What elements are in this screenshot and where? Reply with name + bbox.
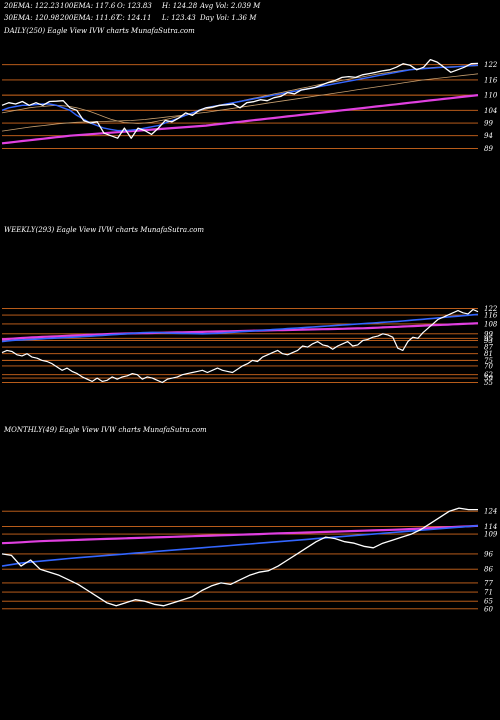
ema30-label: 30EMA: 120.98: [4, 14, 60, 22]
y-tick-label: 95: [484, 335, 493, 343]
y-tick-label: 86: [484, 566, 493, 574]
y-tick-label: 124: [484, 508, 497, 516]
y-tick-label: 116: [484, 76, 498, 84]
y-tick-label: 109: [484, 531, 498, 539]
y-tick-label: 99: [484, 330, 493, 338]
y-tick-label: 122: [484, 61, 498, 69]
y-tick-label: 99: [484, 120, 493, 128]
ema100-label: 100EMA: 117.6: [60, 2, 116, 10]
y-tick-label: 104: [484, 107, 497, 115]
day-vol-label: Day Vol: 1.36 M: [200, 14, 257, 22]
ema-line: [1, 65, 479, 124]
y-tick-label: 65: [484, 598, 493, 606]
y-tick-label: 60: [484, 605, 493, 613]
ema20-label: 20EMA: 122.23: [4, 2, 60, 10]
price-line: [1, 58, 479, 139]
y-tick-label: 96: [484, 550, 493, 558]
ema-line: [1, 524, 479, 567]
price-line: [1, 308, 479, 384]
y-tick-label: 116: [484, 312, 498, 320]
y-tick-label: 75: [484, 357, 493, 365]
y-tick-label: 62: [484, 371, 493, 379]
y-tick-label: 70: [484, 362, 493, 370]
high-label: H: 124.28: [162, 2, 198, 10]
ema-line: [1, 313, 479, 343]
y-tick-label: 114: [484, 523, 497, 531]
y-tick-label: 93: [484, 337, 493, 345]
weekly-panel-title: WEEKLY(293) Eagle View IVW charts Munafa…: [4, 226, 204, 234]
daily-panel-title: DAILY(250) Eagle View IVW charts MunafaS…: [4, 27, 195, 35]
open-label: O: 123.83: [117, 2, 152, 10]
y-tick-label: 122: [484, 305, 498, 313]
ema-line: [1, 524, 479, 545]
ema-line: [1, 94, 479, 145]
y-tick-label: 108: [484, 320, 498, 328]
y-tick-label: 81: [484, 350, 493, 358]
y-tick-label: 55: [484, 379, 493, 387]
low-label: L: 123.43: [162, 14, 196, 22]
ema200-label: 200EMA: 111.67: [60, 14, 120, 22]
y-tick-label: 77: [484, 579, 493, 587]
monthly-panel-title: MONTHLY(49) Eagle View IVW charts Munafa…: [4, 426, 207, 434]
y-tick-label: 87: [484, 344, 493, 352]
y-tick-label: 59: [484, 375, 493, 383]
avg-vol-label: Avg Vol: 2.039 M: [200, 2, 261, 10]
daily-chart: 122 116 110 104 99 94 89: [1, 58, 498, 153]
y-tick-label: 94: [484, 132, 493, 140]
y-tick-label: 89: [484, 145, 493, 153]
price-line: [1, 507, 478, 607]
close-label: C: 124.11: [117, 14, 152, 22]
y-tick-label: 110: [484, 92, 498, 100]
y-tick-label: 71: [484, 589, 493, 597]
